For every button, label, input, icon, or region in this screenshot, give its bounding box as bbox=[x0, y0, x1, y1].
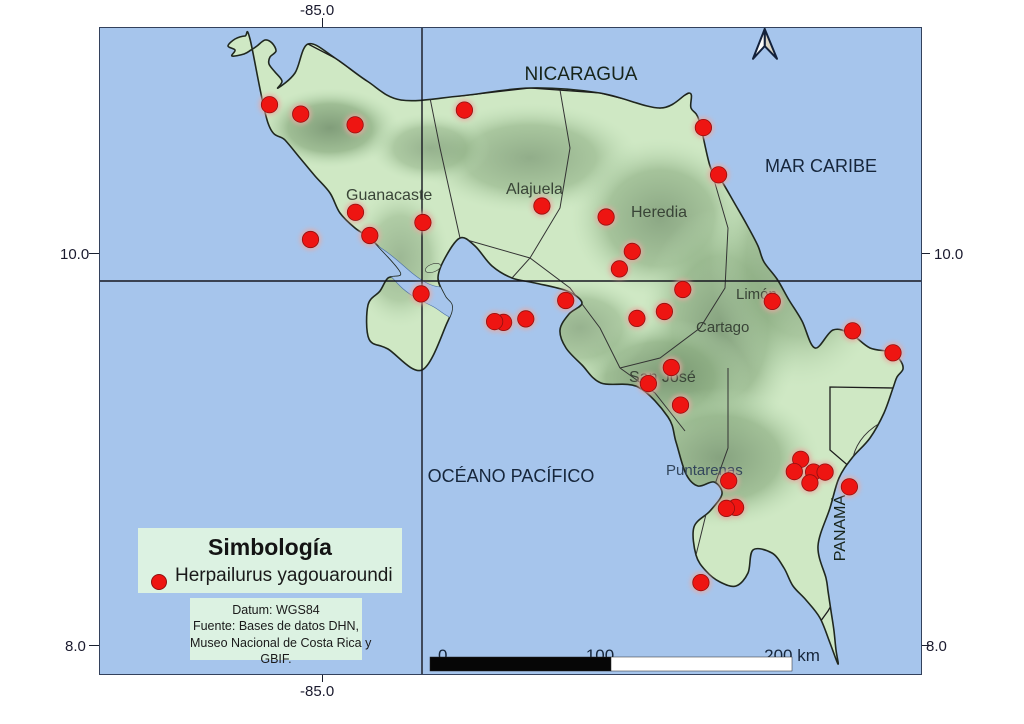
svg-text:MAR CARIBE: MAR CARIBE bbox=[765, 156, 877, 176]
svg-text:NICARAGUA: NICARAGUA bbox=[525, 64, 638, 85]
svg-text:Guanacaste: Guanacaste bbox=[346, 187, 432, 204]
svg-text:PANAMÁ: PANAMÁ bbox=[830, 494, 849, 561]
svg-text:Cartago: Cartago bbox=[696, 319, 749, 336]
svg-text:Heredia: Heredia bbox=[631, 204, 687, 221]
svg-text:Alajuela: Alajuela bbox=[506, 181, 563, 198]
svg-text:OCÉANO PACÍFICO: OCÉANO PACÍFICO bbox=[428, 466, 595, 486]
